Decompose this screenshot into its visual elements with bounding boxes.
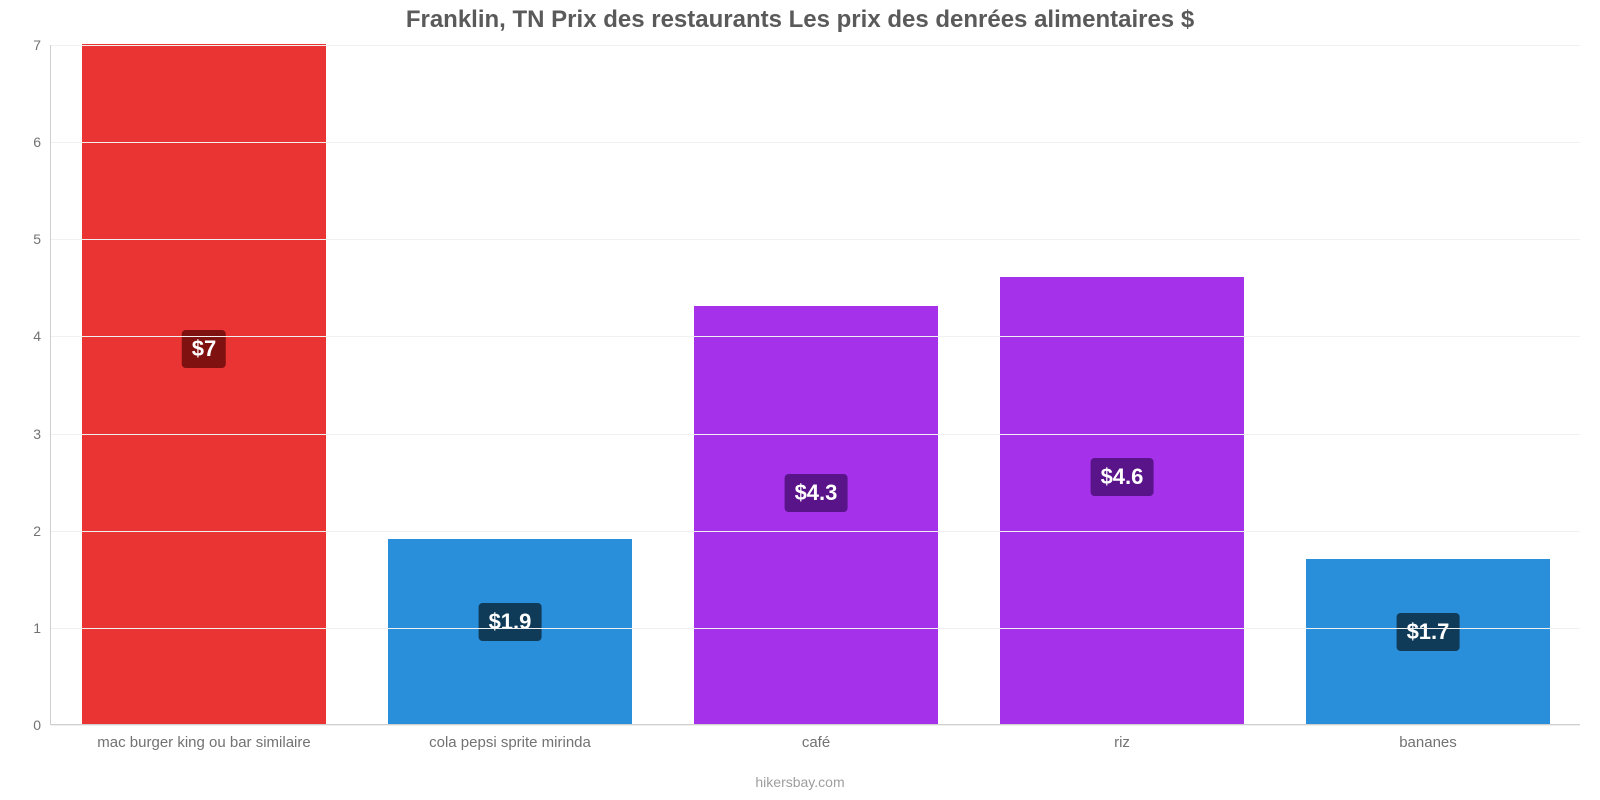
- y-tick-label: 5: [33, 231, 51, 247]
- x-tick-label: cola pepsi sprite mirinda: [429, 734, 591, 751]
- bar-slot: $1.7: [1306, 45, 1551, 724]
- bar: [694, 306, 939, 724]
- attribution-text: hikersbay.com: [0, 774, 1600, 790]
- bars-layer: $7 $1.9 $4.3 $4.6 $1.7: [51, 45, 1580, 724]
- y-tick-label: 4: [33, 328, 51, 344]
- bar-slot: $4.3: [694, 45, 939, 724]
- y-tick-label: 2: [33, 523, 51, 539]
- bar-slot: $7: [82, 45, 327, 724]
- y-tick-label: 1: [33, 620, 51, 636]
- y-tick-label: 7: [33, 37, 51, 53]
- chart-title: Franklin, TN Prix des restaurants Les pr…: [0, 6, 1600, 34]
- gridline: [51, 142, 1580, 143]
- bar-value-label: $1.9: [479, 603, 542, 641]
- y-tick-label: 6: [33, 134, 51, 150]
- gridline: [51, 239, 1580, 240]
- gridline: [51, 531, 1580, 532]
- bar-value-label: $1.7: [1397, 613, 1460, 651]
- bar: [82, 44, 327, 724]
- x-tick-label: mac burger king ou bar similaire: [97, 734, 310, 751]
- gridline: [51, 725, 1580, 726]
- price-bar-chart: Franklin, TN Prix des restaurants Les pr…: [0, 0, 1600, 800]
- plot-area: $7$1.9$4.3$4.6$1.7 01234567mac burger ki…: [50, 45, 1580, 725]
- y-tick-label: 3: [33, 426, 51, 442]
- bar-slot: $1.9: [388, 45, 633, 724]
- gridline: [51, 628, 1580, 629]
- bar-value-label: $4.3: [785, 474, 848, 512]
- gridline: [51, 45, 1580, 46]
- x-tick-label: riz: [1114, 734, 1130, 751]
- bar-slot: $4.6: [1000, 45, 1245, 724]
- x-tick-label: café: [802, 734, 830, 751]
- gridline: [51, 336, 1580, 337]
- y-tick-label: 0: [33, 717, 51, 733]
- gridline: [51, 434, 1580, 435]
- bar-value-label: $4.6: [1091, 458, 1154, 496]
- x-tick-label: bananes: [1399, 734, 1457, 751]
- bar: [1000, 277, 1245, 724]
